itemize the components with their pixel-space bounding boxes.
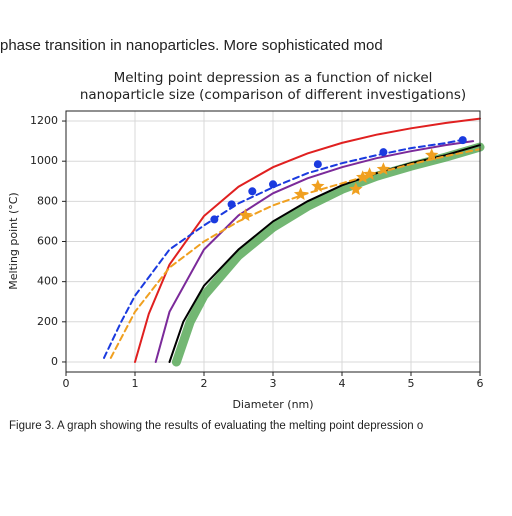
y-tick-label: 800: [37, 194, 58, 207]
y-tick-label: 400: [37, 275, 58, 288]
point: [248, 187, 257, 196]
band: [171, 142, 485, 367]
x-axis-label: Diameter (nm): [232, 398, 313, 411]
y-tick-label: 200: [37, 315, 58, 328]
x-tick-label: 4: [339, 377, 346, 390]
point: [238, 208, 253, 222]
point: [376, 162, 391, 175]
point: [210, 215, 219, 224]
line: [109, 148, 481, 359]
y-tick-label: 1000: [30, 154, 58, 167]
x-tick-label: 1: [132, 377, 139, 390]
point: [293, 187, 308, 200]
point: [458, 136, 467, 145]
x-tick-label: 0: [63, 377, 70, 390]
chart-title: Melting point depression as a function o…: [114, 70, 433, 86]
plot: 0 200 400 600 800 1000 1200 0 1 2 3 4 5 6: [30, 110, 485, 390]
point: [227, 200, 236, 209]
plot-frame: [65, 110, 481, 373]
point: [379, 148, 388, 157]
x-tick-label: 6: [477, 377, 484, 390]
x-tick-label: 3: [270, 377, 277, 390]
point: [425, 148, 439, 161]
y-tick-label: 1200: [30, 114, 58, 127]
y-tick-label: 0: [51, 355, 58, 368]
body-text: phase transition in nanoparticles. More …: [0, 37, 383, 54]
point: [349, 182, 363, 195]
point: [356, 170, 370, 183]
line: [103, 138, 468, 359]
chart-title: nanoparticle size (comparison of differe…: [80, 87, 466, 103]
point: [313, 160, 322, 169]
caption: Figure 3. A graph showing the results of…: [9, 420, 423, 432]
x-tick-label: 5: [408, 377, 415, 390]
point: [269, 180, 277, 189]
point: [311, 179, 325, 192]
line: [168, 144, 481, 363]
point: [362, 167, 377, 180]
y-tick-label: 600: [37, 235, 58, 248]
y-axis-label: Melting point (°C): [7, 192, 20, 289]
line: [154, 140, 475, 363]
x-tick-label: 2: [201, 377, 208, 390]
